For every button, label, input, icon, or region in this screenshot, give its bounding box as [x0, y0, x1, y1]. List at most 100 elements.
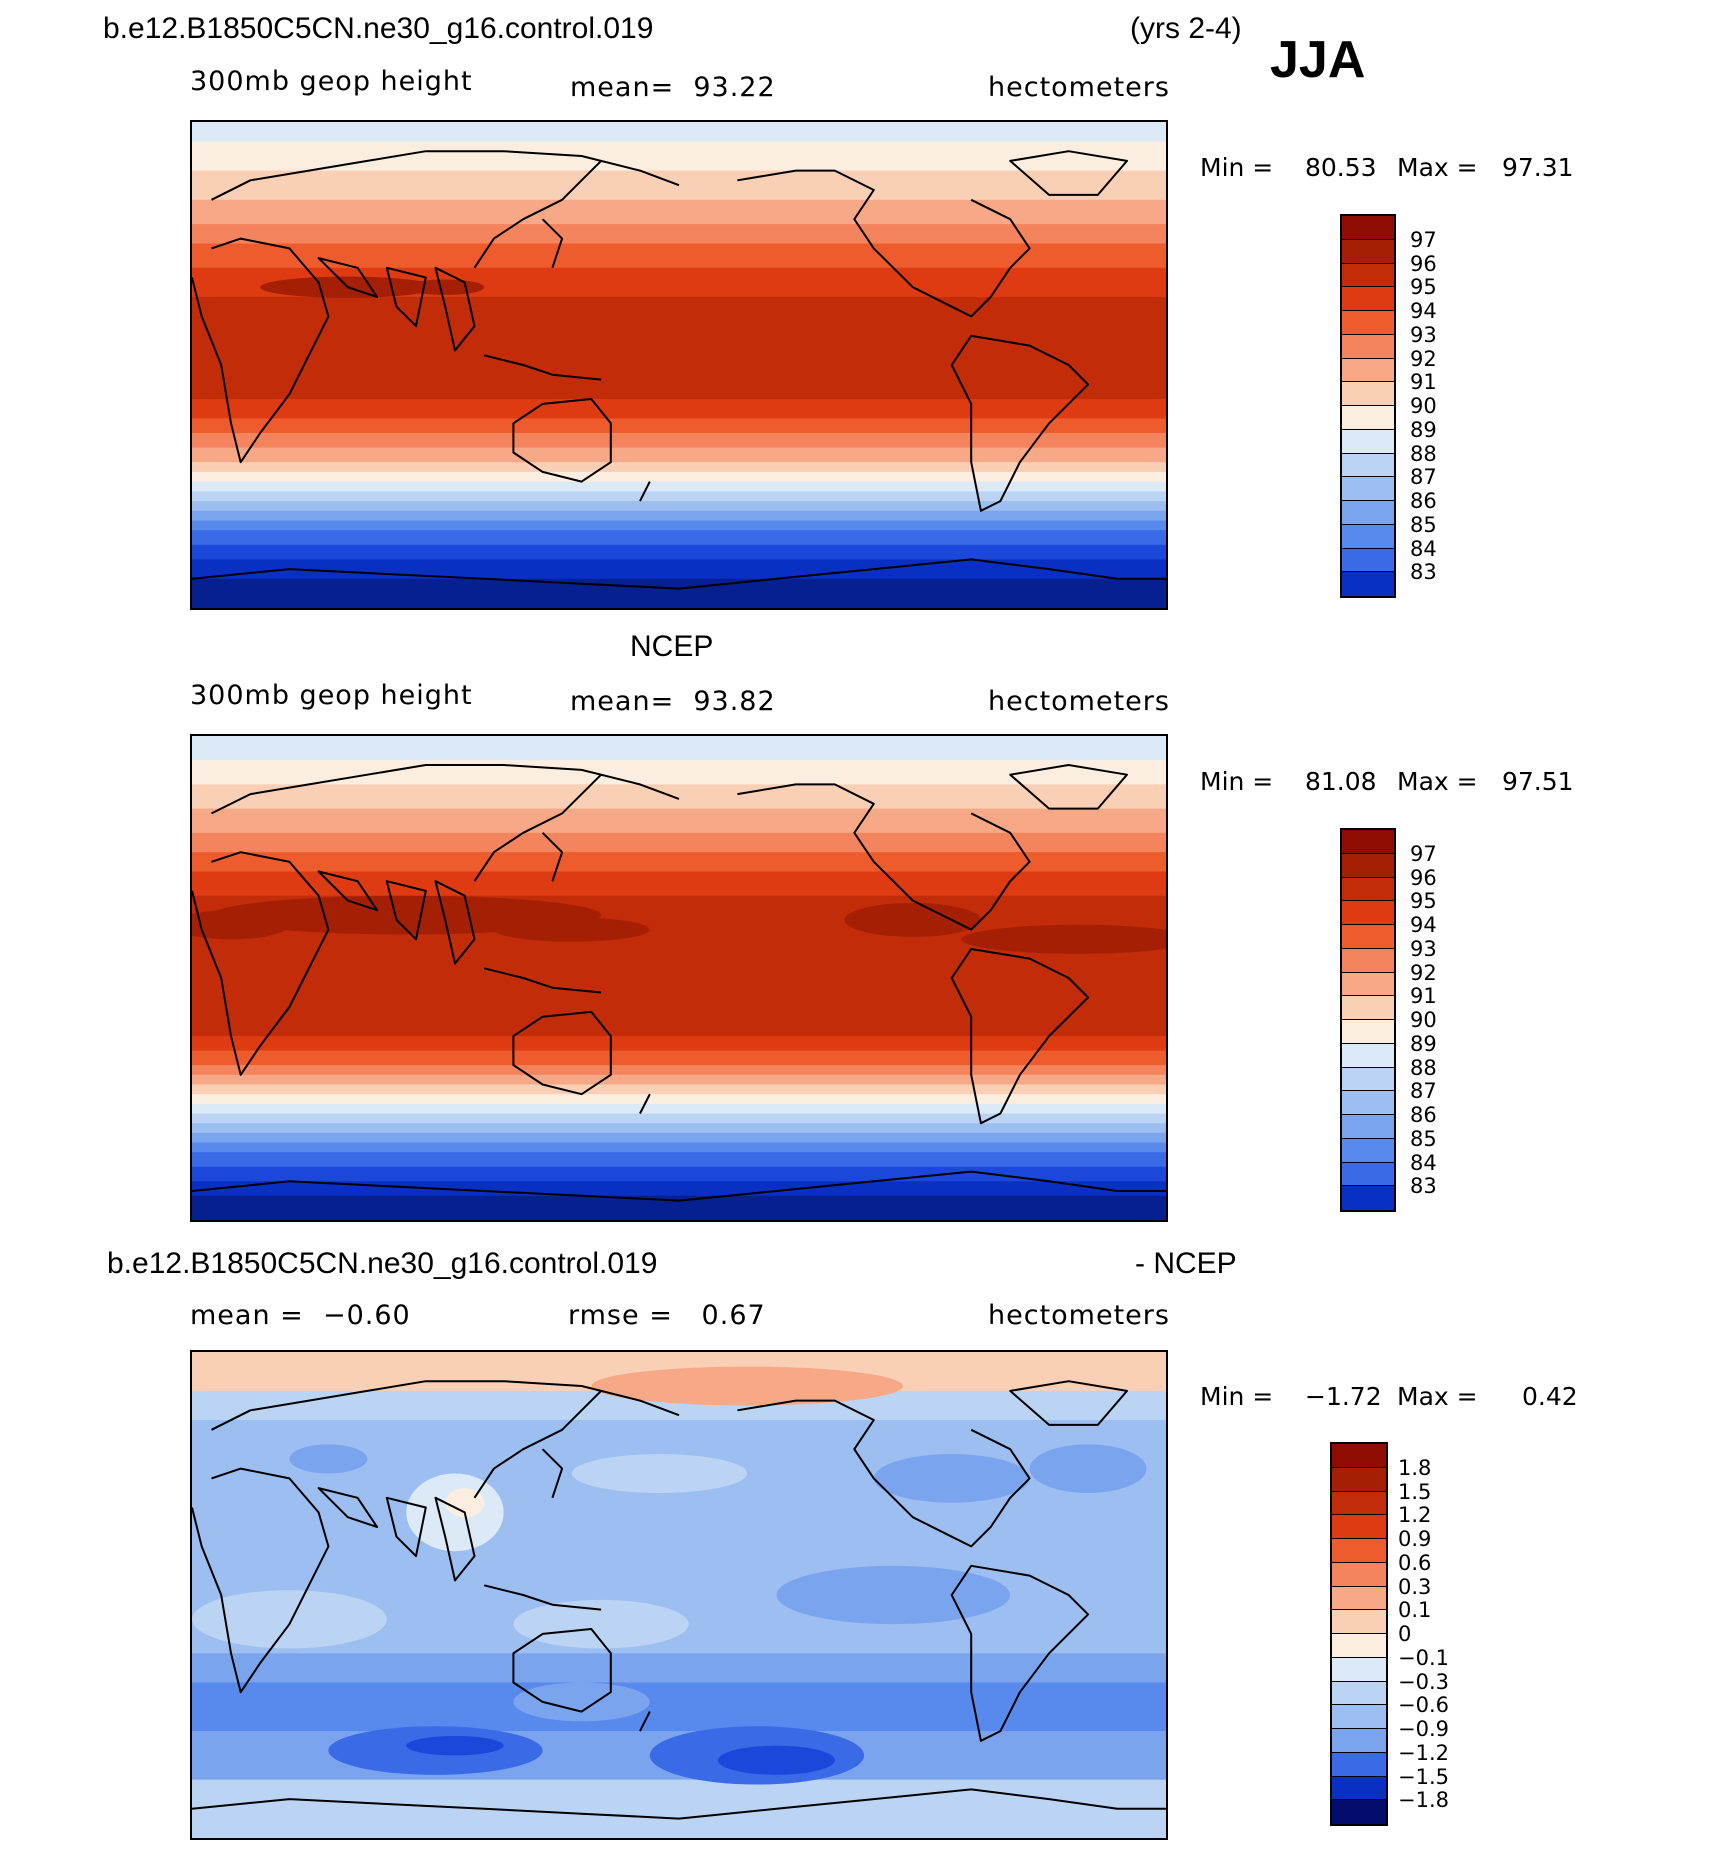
colorbar-tick-label: 93 [1410, 936, 1437, 961]
contour-band [192, 808, 1166, 834]
colorbar-swatch [1342, 1020, 1394, 1044]
panel1-colorbar [1340, 214, 1396, 598]
coastline [639, 1093, 651, 1114]
colorbar-tick-label: 0.3 [1398, 1574, 1432, 1599]
colorbar-tick-label: 0 [1398, 1622, 1412, 1646]
colorbar-swatch [1342, 972, 1394, 997]
coastline [541, 1448, 564, 1499]
coastline [211, 1380, 680, 1431]
contour-band [192, 418, 1166, 435]
panel2-max-value: 97.51 [1502, 767, 1574, 796]
colorbar-swatch [1342, 263, 1394, 288]
contour-band [192, 199, 1166, 226]
contour-band [192, 1152, 1166, 1168]
colorbar-swatch [1342, 453, 1394, 478]
panel2-min-value: 81.08 [1305, 767, 1377, 796]
contour-band [192, 1142, 1166, 1154]
contour-band [192, 736, 1166, 762]
colorbar-tick-label: 93 [1410, 322, 1437, 347]
colorbar-swatch [1342, 853, 1394, 878]
panel1-mean: mean= 93.22 [570, 72, 776, 103]
colorbar-swatch [1332, 1467, 1386, 1492]
colorbar-swatch [1332, 1752, 1386, 1777]
contour-band [192, 1166, 1166, 1183]
coastline [639, 1711, 651, 1732]
panel2-colorbar [1340, 828, 1396, 1212]
contour-band [192, 544, 1166, 561]
colorbar-tick-label: 88 [1410, 441, 1437, 466]
colorbar-tick-label: 91 [1410, 984, 1437, 1009]
coastline [950, 334, 1090, 512]
contour-band [192, 141, 1166, 172]
contour-region [493, 917, 650, 942]
coastline [317, 870, 427, 941]
coastline [950, 1564, 1090, 1742]
colorbar-swatch [1332, 1610, 1386, 1634]
colorbar-swatch [1332, 1729, 1386, 1753]
panel1-units: hectometers [988, 72, 1170, 103]
contour-band [192, 491, 1166, 503]
panel3-max-label: Max = [1397, 1382, 1478, 1411]
colorbar-swatch [1342, 501, 1394, 525]
colorbar-swatch [1342, 572, 1394, 596]
coastline [192, 851, 330, 1076]
contour-band [192, 559, 1166, 580]
panel2-max-label: Max = [1397, 767, 1478, 796]
colorbar-tick-label: −1.8 [1398, 1788, 1449, 1813]
colorbar-tick-label: 84 [1410, 1150, 1437, 1175]
coastline [317, 257, 427, 328]
coastline [737, 1399, 1031, 1548]
panel2-mean: mean= 93.82 [570, 686, 776, 717]
map-canvas [192, 122, 1166, 608]
colorbar-tick-label: 88 [1410, 1055, 1437, 1080]
colorbar-swatch [1332, 1681, 1386, 1706]
colorbar-swatch [1332, 1705, 1386, 1729]
colorbar-tick-label: 96 [1410, 251, 1437, 276]
contour-band [192, 1065, 1166, 1076]
colorbar-tick-label: 89 [1410, 417, 1437, 442]
colorbar-swatch [1342, 877, 1394, 902]
colorbar-swatch [1342, 1115, 1394, 1139]
panel3-units: hectometers [988, 1300, 1170, 1331]
coastline [541, 832, 564, 882]
coastline [473, 1390, 602, 1499]
contour-band [192, 399, 1166, 420]
contour-band [192, 1094, 1166, 1105]
colorbar-tick-label: 83 [1410, 560, 1437, 585]
panel1-max-value: 97.31 [1502, 153, 1574, 182]
colorbar-swatch [1342, 1186, 1394, 1210]
coastline [483, 354, 602, 381]
colorbar-swatch [1342, 216, 1394, 240]
contour-band [192, 501, 1166, 512]
contour-band [192, 871, 1166, 897]
contour-region [1029, 1444, 1147, 1493]
colorbar-swatch [1342, 1091, 1394, 1115]
colorbar-tick-label: 85 [1410, 512, 1437, 537]
colorbar-tick-label: 92 [1410, 346, 1437, 371]
coastline [192, 1788, 1166, 1820]
colorbar-swatch [1342, 311, 1394, 335]
coastline [211, 764, 680, 815]
coastline [434, 266, 476, 352]
colorbar-swatch [1342, 406, 1394, 430]
colorbar-tick-label: 0.9 [1398, 1527, 1432, 1551]
colorbar-swatch [1342, 334, 1394, 359]
colorbar-swatch [1342, 477, 1394, 501]
contour-band [192, 170, 1166, 201]
colorbar-swatch [1342, 429, 1394, 454]
coastline [192, 1170, 1166, 1202]
coastline [737, 783, 1031, 931]
colorbar-tick-label: 0.1 [1398, 1598, 1432, 1623]
colorbar-swatch [1332, 1586, 1386, 1611]
panel1-map [190, 120, 1168, 610]
coastline [473, 773, 602, 882]
season-label: JJA [1270, 31, 1366, 89]
contour-band [192, 1074, 1166, 1086]
colorbar-swatch [1342, 1043, 1394, 1068]
contour-band [192, 530, 1166, 546]
coastline [950, 948, 1090, 1125]
colorbar-tick-label: 92 [1410, 960, 1437, 985]
contour-region [192, 910, 290, 940]
coastline [434, 1496, 476, 1582]
colorbar-tick-label: 86 [1410, 489, 1437, 513]
